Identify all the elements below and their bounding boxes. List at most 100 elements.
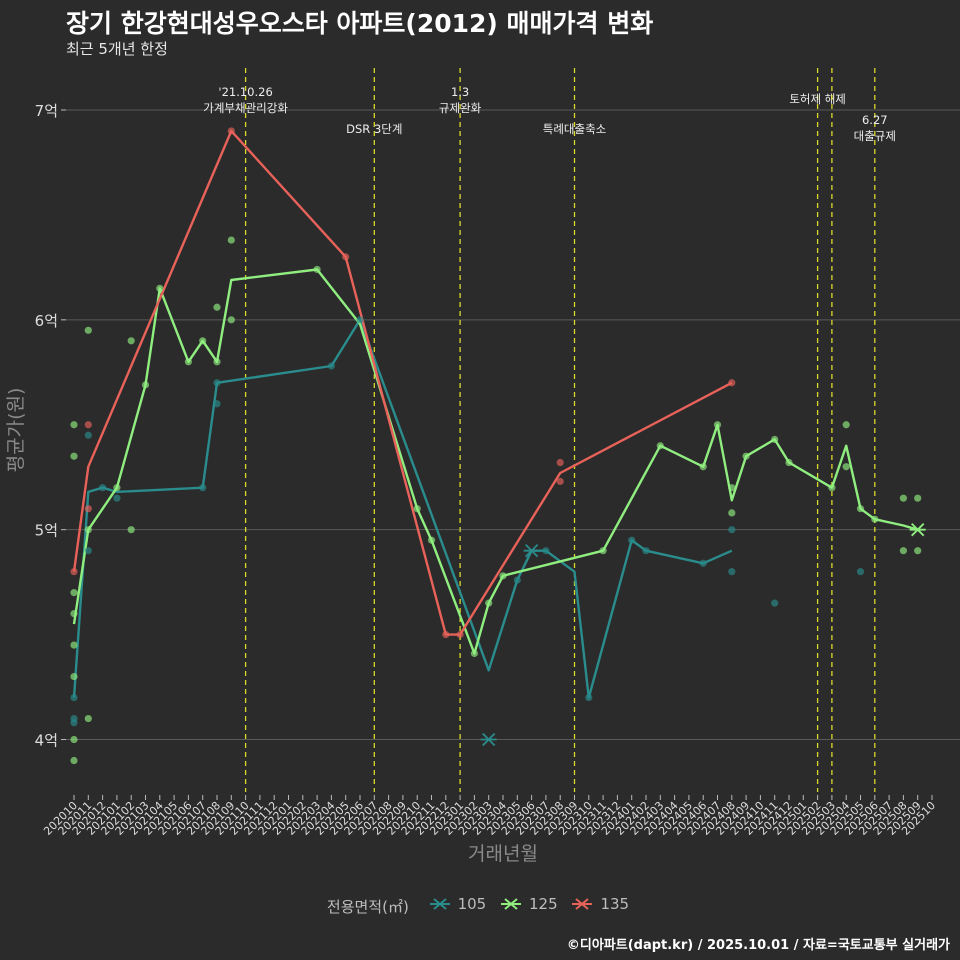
data-point-125 [213,303,221,311]
data-point-125 [728,484,736,492]
data-point-125 [227,236,235,244]
data-point-135 [70,568,78,576]
data-point-125 [485,599,493,607]
data-point-125 [70,641,78,649]
data-point-125 [856,505,865,513]
data-point-125 [427,536,436,544]
source-caption: ©디아파트(dapt.kr) / 2025.10.01 / 자료=국토교통부 실… [566,938,950,953]
data-point-125 [914,547,922,555]
data-point-125 [127,526,135,534]
data-point-105 [542,547,550,555]
data-point-125 [871,515,879,523]
data-point-125 [728,509,736,517]
event-label: 대출규제 [854,129,896,143]
data-point-125 [470,649,478,658]
event-label: DSR 3단계 [346,122,402,136]
data-point-125 [113,484,121,492]
data-point-125 [70,452,78,460]
legend-key-icon [429,898,450,910]
data-point-135 [84,421,92,429]
data-point-125 [313,265,321,274]
legend-item-105: 105 [428,895,487,913]
data-point-125 [899,494,908,502]
data-point-125 [785,458,793,467]
legend-item-135: 135 [570,895,629,913]
series-line-105 [72,318,733,699]
data-point-125 [70,421,78,429]
legend-key-icon [572,898,593,910]
data-point-105 [113,494,121,502]
data-point-105 [856,568,865,576]
data-point-125 [84,714,92,723]
data-cross-105 [480,732,497,747]
data-point-105 [728,526,736,534]
data-cross-125 [909,523,926,537]
data-point-125 [84,526,92,534]
data-point-125 [413,505,421,513]
series-line-125 [72,268,919,655]
data-point-135 [456,631,464,639]
data-point-105 [642,547,650,555]
event-label: 6.27 [862,113,888,127]
data-point-135 [556,458,564,467]
y-tick-label: 7억 [35,102,58,120]
data-point-105 [199,484,207,492]
legend: 전용면적(㎡) 105 125 135 [0,895,960,917]
data-point-135 [728,379,736,387]
data-point-125 [156,284,164,292]
event-label: '21.10.26 [218,85,272,99]
data-point-105 [628,536,636,544]
data-point-135 [84,505,92,513]
data-point-105 [327,362,335,370]
y-tick-label: 5억 [35,522,58,540]
event-label: 1.3 [451,85,469,99]
event-label: 특례대출축소 [543,122,606,136]
data-point-105 [70,719,78,727]
data-point-105 [771,599,779,607]
data-point-125 [656,442,664,450]
data-point-125 [70,756,78,765]
data-point-105 [84,431,92,439]
data-point-125 [771,435,779,444]
legend-label: 135 [600,895,630,913]
data-point-125 [742,452,750,460]
data-point-135 [442,631,450,639]
data-point-125 [127,337,135,345]
data-point-125 [213,358,221,366]
data-point-125 [899,547,908,555]
data-cross-105 [523,544,540,558]
y-tick-label: 6억 [35,312,58,330]
y-axis-title: 평균가(원) [5,388,27,473]
legend-label: 105 [457,895,487,913]
data-point-125 [499,572,507,580]
data-point-125 [199,337,207,345]
data-point-125 [70,735,78,744]
event-label: 가계부채관리강화 [203,101,288,115]
data-point-125 [84,326,92,334]
legend-item-125: 125 [499,895,558,913]
data-point-105 [213,400,221,408]
data-point-105 [728,568,736,576]
data-point-125 [713,421,722,429]
data-point-105 [699,559,707,567]
data-point-125 [70,610,78,618]
data-point-125 [699,463,707,471]
data-point-105 [84,547,92,555]
data-point-135 [227,127,235,135]
chart-subtitle: 최근 5개년 한정 [66,40,168,58]
series-line-135 [72,129,733,636]
data-point-105 [585,693,593,702]
data-point-105 [70,693,78,702]
data-point-125 [828,484,836,492]
chart-title: 장기 한강현대성우오스타 아파트(2012) 매매가격 변화 [66,9,654,38]
data-point-135 [342,253,350,261]
event-label: 규제완화 [439,101,482,115]
data-point-125 [842,421,850,429]
data-point-125 [141,381,150,389]
y-tick-label: 4억 [35,732,58,750]
legend-label: 125 [529,895,558,913]
data-point-125 [70,672,78,681]
data-point-105 [213,379,221,387]
data-point-125 [227,316,235,324]
